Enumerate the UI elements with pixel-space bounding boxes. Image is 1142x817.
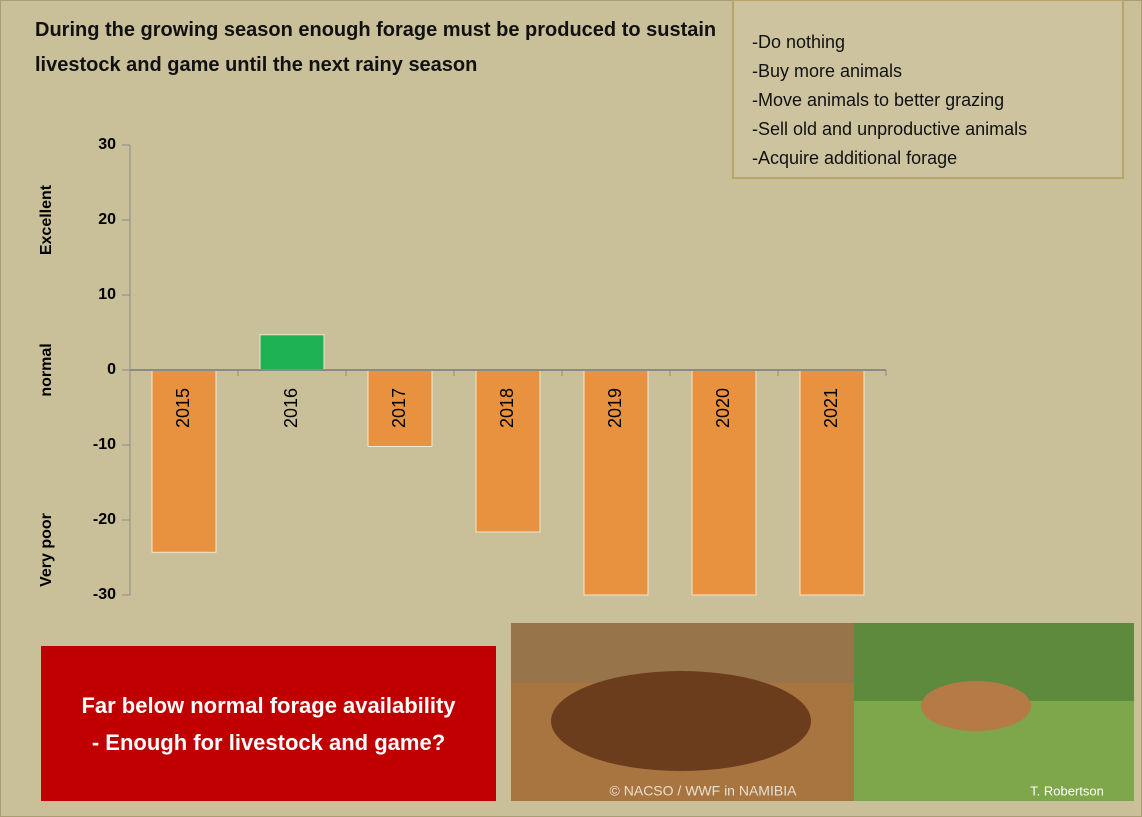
- y-tick-label: 10: [98, 286, 116, 303]
- carcass-shape: [551, 671, 811, 771]
- y-tick-label: -30: [93, 586, 116, 603]
- x-tick-label: 2021: [821, 388, 841, 428]
- y-tick-label: 20: [98, 211, 116, 228]
- x-tick-label: 2019: [605, 388, 625, 428]
- callout: Far below normal forage availability - E…: [41, 646, 496, 801]
- x-tick-label: 2016: [281, 388, 301, 428]
- y-tick-label: 0: [107, 361, 116, 378]
- y-tick-label: -20: [93, 511, 116, 528]
- x-tick-label: 2015: [173, 388, 193, 428]
- y-tick-label: -10: [93, 436, 116, 453]
- y-tick-label: 30: [98, 136, 116, 153]
- photo-credit: © NACSO / WWF in NAMIBIA: [610, 783, 798, 799]
- x-tick-label: 2018: [497, 388, 517, 428]
- photo-credit: T. Robertson: [1030, 783, 1104, 798]
- y-axis-label: Very poor: [38, 513, 55, 587]
- x-tick-label: 2020: [713, 388, 733, 428]
- impala-shape: [921, 681, 1031, 731]
- y-axis-label: normal: [38, 343, 55, 396]
- y-axis-label: Excellent: [38, 184, 55, 255]
- slide: During the growing season enough forage …: [0, 0, 1142, 817]
- x-tick-label: 2017: [389, 388, 409, 428]
- bar: [260, 335, 324, 370]
